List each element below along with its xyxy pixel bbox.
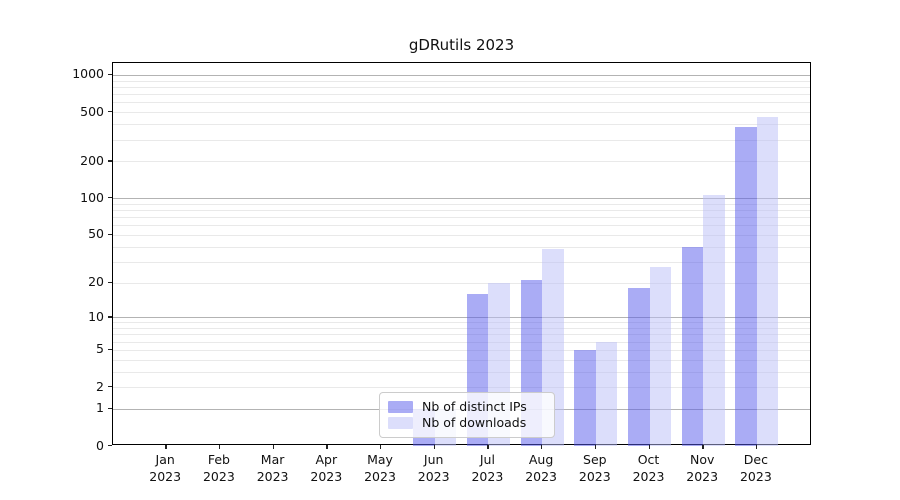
x-tick-may	[380, 445, 382, 449]
y-tick-label-500: 500	[80, 103, 104, 119]
gridline-minor-400	[113, 124, 810, 126]
x-tick-apr	[326, 445, 328, 449]
y-tick-label-2: 2	[96, 378, 104, 394]
gridline-major-1000	[113, 74, 810, 76]
x-tick-label-nov: Nov 2023	[686, 452, 719, 484]
x-tick-label-sep: Sep 2023	[578, 452, 611, 484]
x-tick-jan	[165, 445, 167, 449]
bar-downloads-nov	[703, 194, 725, 446]
x-tick-label-jun: Jun 2023	[417, 452, 450, 484]
y-tick-100	[108, 197, 112, 199]
gridline-minor-6	[113, 341, 810, 343]
gridline-minor-70	[113, 217, 810, 219]
gridline-minor-700	[113, 94, 810, 96]
gridline-minor-5	[113, 349, 810, 351]
bar-distinct-ips-dec	[735, 127, 757, 446]
gridline-minor-800	[113, 86, 810, 88]
y-tick-label-100: 100	[80, 189, 104, 205]
gridline-minor-8	[113, 328, 810, 329]
legend-label-distinct-ips: Nb of distinct IPs	[422, 399, 527, 414]
x-tick-dec	[755, 445, 758, 449]
x-tick-label-dec: Dec 2023	[739, 452, 772, 484]
y-tick-500	[108, 111, 112, 113]
gridline-major-100	[113, 198, 810, 200]
bar-distinct-ips-oct	[628, 287, 650, 446]
gridline-minor-500	[113, 112, 810, 114]
y-tick-20	[108, 281, 112, 283]
x-tick-label-may: May 2023	[364, 452, 396, 484]
gridline-minor-9	[113, 322, 810, 324]
y-tick-1000	[108, 73, 112, 76]
gridline-minor-30	[113, 261, 810, 263]
gridline-minor-3	[113, 371, 810, 373]
y-tick-label-10: 10	[88, 308, 104, 324]
x-tick-label-apr: Apr 2023	[310, 452, 343, 484]
gridline-minor-20	[113, 282, 810, 284]
y-tick-label-200: 200	[80, 152, 104, 168]
y-tick-0	[108, 445, 112, 447]
x-tick-jul	[487, 445, 489, 449]
gridline-minor-900	[113, 80, 810, 82]
y-tick-10	[108, 316, 112, 318]
gridline-minor-200	[113, 161, 810, 163]
y-tick-200	[108, 160, 112, 162]
legend-label-downloads: Nb of downloads	[422, 415, 527, 430]
legend-swatch-downloads	[388, 417, 413, 429]
y-tick-label-1000: 1000	[72, 66, 104, 82]
gridline-minor-2	[113, 387, 810, 388]
y-tick-label-20: 20	[88, 274, 104, 289]
x-tick-oct	[648, 445, 650, 449]
x-tick-label-oct: Oct 2023	[632, 452, 665, 484]
bar-distinct-ips-nov	[681, 246, 704, 446]
x-tick-aug	[541, 445, 543, 449]
gridline-minor-7	[113, 334, 810, 336]
gridline-minor-60	[113, 225, 810, 227]
bar-downloads-oct	[649, 267, 671, 446]
gridline-minor-80	[113, 210, 810, 211]
x-tick-jun	[433, 445, 436, 449]
legend-swatch-distinct-ips	[388, 401, 413, 413]
legend: Nb of distinct IPs Nb of downloads	[379, 392, 555, 438]
x-tick-label-jul: Jul 2023	[471, 452, 504, 484]
x-tick-mar	[272, 445, 274, 449]
x-tick-label-aug: Aug 2023	[525, 452, 557, 484]
bar-downloads-dec	[756, 116, 779, 446]
gridline-minor-600	[113, 102, 810, 104]
bar-distinct-ips-sep	[574, 349, 596, 446]
chart-title: gDRutils 2023	[408, 36, 515, 54]
y-tick-label-0: 0	[96, 437, 104, 453]
y-tick-2	[108, 386, 112, 388]
legend-row-downloads: Nb of downloads	[388, 415, 546, 431]
x-tick-sep	[594, 445, 597, 449]
x-tick-label-mar: Mar 2023	[256, 452, 289, 484]
bar-downloads-sep	[595, 341, 618, 446]
y-tick-50	[108, 233, 112, 236]
x-tick-label-jan: Jan 2023	[149, 452, 182, 484]
y-tick-label-1: 1	[96, 400, 104, 416]
legend-row-distinct-ips: Nb of distinct IPs	[388, 399, 546, 415]
plot-area: Nb of distinct IPs Nb of downloads	[112, 62, 811, 446]
y-tick-label-5: 5	[96, 341, 104, 357]
gridline-minor-40	[113, 246, 810, 248]
y-tick-label-50: 50	[88, 226, 104, 242]
gridline-minor-300	[113, 139, 810, 141]
x-tick-feb	[218, 445, 221, 449]
gridline-major-10	[113, 317, 810, 319]
gridline-minor-50	[113, 234, 810, 236]
gridline-minor-90	[113, 203, 810, 205]
y-tick-1	[108, 407, 112, 410]
x-tick-nov	[702, 445, 704, 449]
x-tick-label-feb: Feb 2023	[202, 452, 235, 484]
gridline-minor-4	[113, 359, 810, 361]
y-tick-5	[108, 348, 112, 351]
